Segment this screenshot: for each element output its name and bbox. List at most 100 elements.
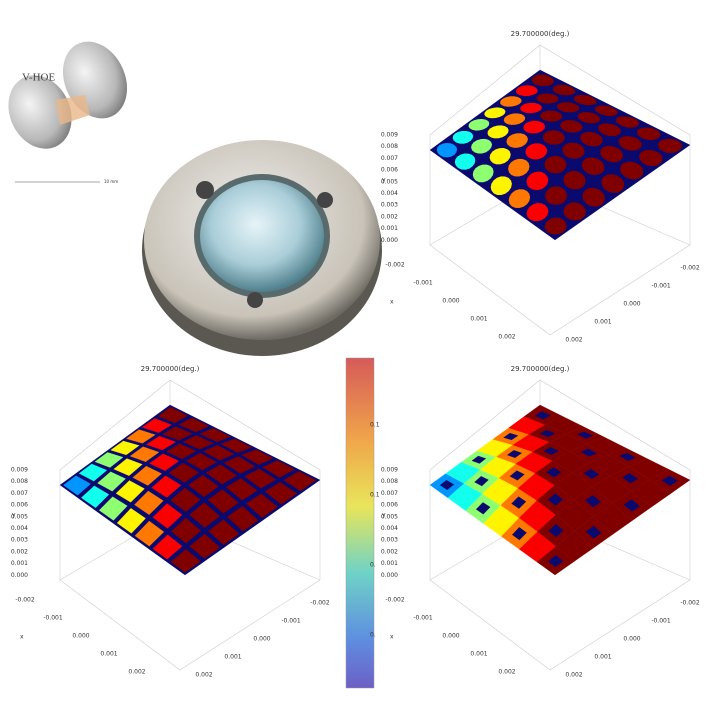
plot-title: 29.700000(deg.) [511,30,570,38]
surface-cell [563,202,586,221]
surface-cell [601,174,625,193]
x-tick-label: -0.002 [385,262,405,269]
surface-cell [134,520,165,547]
surface-cell [115,480,145,503]
box-edge [429,44,541,136]
box-edge [549,579,691,671]
x-tick-label: 0.001 [470,316,487,323]
inset-label: V-HOE [22,72,55,84]
surface-cell [162,426,193,441]
z-tick-label: 0.001 [381,560,398,567]
surface-cell [203,445,235,461]
surface-cell [600,146,624,163]
surface-dot [548,524,564,538]
y-tick-label: 0.001 [594,654,611,661]
z-tick-label: 0.003 [381,537,398,544]
surface-cell [489,148,511,165]
surface-cell [220,438,253,453]
surface-dot [475,502,491,515]
surface-cell [582,187,605,207]
surface-dot [577,431,594,439]
surface-cell [132,465,162,486]
x-tick-label: 0.001 [470,651,487,658]
surface-dot [543,447,559,455]
surface-dot [539,429,556,437]
surface-cell [98,496,128,521]
surface-dot [546,467,562,478]
surface-cell [188,474,219,497]
surface-dot [471,455,487,464]
surface-cell [97,471,126,492]
surface-dot [585,525,602,539]
colorbar-scale [345,357,375,689]
surface-cell [227,506,259,532]
surface-cell [618,136,642,151]
y-tick-label: 0.000 [253,636,270,643]
surface-dot [506,450,523,458]
z-tick-label: 0.007 [11,490,28,497]
surface-cell [657,138,682,154]
surface-dot [661,475,679,486]
surface-cell [515,85,538,96]
x-axis-label: x [390,299,394,306]
y-tick-label: -0.002 [680,600,700,607]
surface-dot [580,448,597,457]
surface-plot: 29.700000(deg.) 0.009 0.008 0.007 0.006 0.005… [381,365,700,679]
y-tick-label: 0.000 [623,636,640,643]
surface-cell [542,130,565,145]
surface-cell [536,93,559,104]
surface-cell [544,217,567,235]
y-tick-label: -0.002 [680,265,700,272]
surface-dot [511,527,527,541]
z-tick-label: 0.007 [381,490,398,497]
surface-cell [170,549,201,573]
surface-cell [520,102,542,114]
surface-cell [199,428,231,443]
surface-cell [113,458,143,476]
y-tick-label: -0.001 [651,283,671,290]
z-tick-label: 0.002 [381,213,398,220]
box-edge [429,579,551,671]
surface-cell [472,164,494,183]
surface-plot: 29.700000(deg.) 0.009 0.008 0.007 0.006 0.005… [11,365,330,679]
surface-cell [500,96,522,107]
surface-cell [205,464,237,485]
x-tick-label: 0.002 [128,669,145,676]
z-tick-label: 0.007 [381,155,398,162]
z-tick-label: 0.006 [381,167,398,174]
z-tick-label: 0.009 [381,132,398,139]
y-tick-label: 0.000 [623,301,640,308]
surface-cell [560,120,583,133]
surface-dot [511,496,527,509]
z-tick-label: 0.009 [11,467,28,474]
surface-cell [81,485,110,508]
y-axis-label: y [12,512,16,519]
y-tick-label: -0.001 [281,618,301,625]
surface-cell [573,95,597,106]
z-tick-label: 0.002 [11,548,28,555]
surface-cell [283,471,317,492]
y-tick-label: -0.002 [310,600,330,607]
y-tick-label: 0.001 [224,654,241,661]
screw-hole [247,292,263,308]
surface-cell [594,105,618,116]
surface-cell [552,84,576,96]
x-tick-label: -0.001 [413,280,433,287]
z-tick-label: 0.008 [381,478,398,485]
surface-cell [563,170,586,190]
colorbar-label: 0. [370,562,376,569]
y-tick-label: 0.002 [565,672,582,679]
surface-cell [577,112,601,124]
surface-cell [152,503,183,529]
surface-plot: 29.700000(deg.) 0.009 0.008 0.007 0.006 0.005… [381,30,700,344]
x-tick-label: -0.001 [413,615,433,622]
surface-cell [146,435,177,451]
surface-cell [185,452,217,471]
surface-dot [583,468,600,479]
surface-cell [116,508,146,534]
surface-cell [170,517,202,544]
surface-cell [490,176,512,195]
surface-dot [619,452,636,461]
disk [8,75,72,149]
surface-cell [508,158,530,177]
